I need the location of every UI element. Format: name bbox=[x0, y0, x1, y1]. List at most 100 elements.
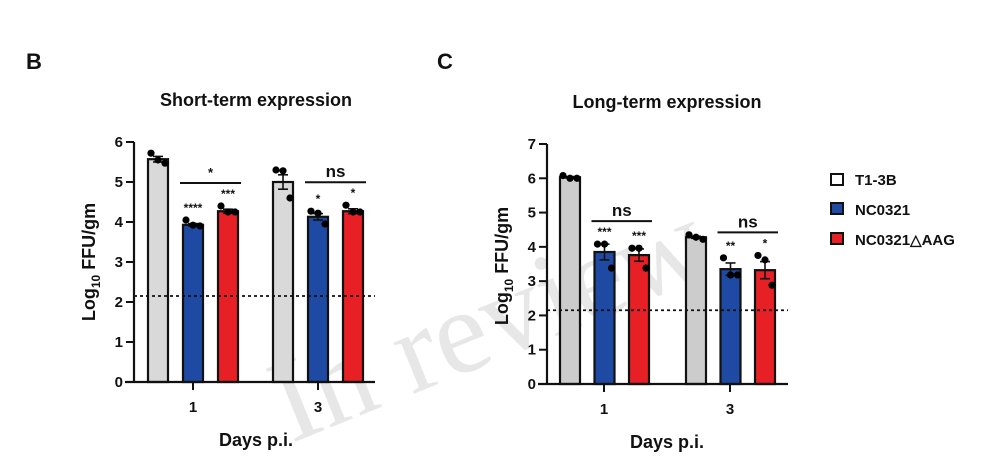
data-point bbox=[754, 251, 762, 260]
y-tick-label: 6 bbox=[528, 170, 536, 187]
data-point bbox=[154, 156, 162, 164]
data-point bbox=[189, 221, 197, 229]
y-tick-label: 4 bbox=[115, 214, 124, 231]
legend-swatch bbox=[830, 232, 844, 245]
comparison-label: ns bbox=[612, 201, 632, 220]
legend-swatch bbox=[830, 173, 844, 186]
y-tick-label: 7 bbox=[528, 136, 536, 153]
data-point bbox=[182, 216, 190, 224]
data-point bbox=[559, 171, 567, 180]
data-point bbox=[286, 194, 294, 202]
bar bbox=[181, 223, 205, 384]
significance-label: ** bbox=[726, 239, 736, 253]
data-point bbox=[628, 244, 636, 252]
data-point bbox=[600, 240, 609, 248]
data-point bbox=[699, 235, 707, 243]
legend-swatch bbox=[830, 202, 844, 215]
data-point bbox=[161, 159, 169, 167]
x-axis-label: Days p.i. bbox=[630, 432, 704, 452]
data-point bbox=[635, 244, 643, 252]
y-tick-label: 0 bbox=[115, 374, 123, 391]
y-axis-label-rest: FFU/gm bbox=[79, 203, 99, 275]
y-axis-label: Log10 FFU/gm bbox=[492, 207, 516, 325]
data-point bbox=[231, 208, 239, 216]
y-tick-label: 5 bbox=[528, 205, 536, 222]
bar bbox=[558, 176, 582, 386]
significance-label: * bbox=[763, 236, 768, 250]
y-axis-label-sub: 10 bbox=[89, 275, 103, 289]
significance-label: *** bbox=[597, 225, 611, 239]
y-axis-label-main: Log bbox=[492, 292, 512, 325]
panel-c: C Long-term expression Days p.i. Log10 F… bbox=[437, 49, 788, 452]
data-point bbox=[566, 174, 574, 182]
bar bbox=[306, 215, 330, 384]
x-tick-label: 3 bbox=[314, 399, 322, 416]
bar bbox=[593, 250, 616, 386]
y-tick-label: 3 bbox=[115, 254, 123, 271]
data-point bbox=[356, 208, 364, 216]
data-point bbox=[685, 231, 693, 239]
data-point bbox=[692, 233, 700, 241]
data-point bbox=[314, 209, 322, 217]
y-tick-label: 2 bbox=[115, 294, 123, 311]
bar bbox=[271, 180, 295, 384]
legend-item-nc0321: NC0321 bbox=[830, 202, 910, 219]
legend-label: T1-3B bbox=[855, 172, 897, 189]
data-point bbox=[342, 201, 350, 209]
legend: T1-3B NC0321 NC0321△AAG bbox=[830, 172, 955, 249]
data-point bbox=[147, 149, 155, 157]
legend-label: NC0321△AAG bbox=[855, 232, 955, 249]
data-point bbox=[768, 281, 776, 289]
data-point bbox=[607, 264, 616, 272]
panel-label: C bbox=[437, 49, 453, 74]
data-point bbox=[642, 264, 650, 272]
panel-b: B Short-term expression Days p.i. Log10 … bbox=[26, 49, 375, 450]
data-point bbox=[196, 222, 204, 230]
significance-label: *** bbox=[221, 187, 235, 201]
data-point bbox=[321, 220, 329, 228]
y-axis-label-sub: 10 bbox=[502, 279, 516, 293]
comparison-label: * bbox=[208, 165, 214, 180]
x-tick-label: 1 bbox=[189, 399, 197, 416]
data-point bbox=[307, 207, 315, 215]
x-tick-label: 3 bbox=[726, 401, 734, 418]
legend-item-nc0321-aag: NC0321△AAG bbox=[830, 232, 955, 249]
y-tick-label: 1 bbox=[528, 342, 536, 359]
x-tick-label: 1 bbox=[600, 401, 608, 418]
comparison-label: ns bbox=[326, 162, 346, 181]
data-point bbox=[719, 254, 728, 262]
x-axis-label: Days p.i. bbox=[219, 430, 293, 450]
y-tick-label: 2 bbox=[528, 307, 536, 324]
data-point bbox=[217, 202, 225, 210]
y-tick-label: 4 bbox=[528, 239, 537, 256]
significance-label: **** bbox=[184, 201, 203, 215]
data-point bbox=[761, 256, 769, 264]
comparison-label: ns bbox=[738, 212, 758, 231]
data-point bbox=[224, 208, 232, 216]
significance-label: * bbox=[351, 186, 356, 200]
y-tick-label: 3 bbox=[528, 273, 536, 290]
y-axis-label-rest: FFU/gm bbox=[492, 207, 512, 279]
legend-item-t1-3b: T1-3B bbox=[830, 172, 897, 189]
data-point bbox=[733, 271, 742, 279]
bar bbox=[146, 158, 170, 384]
y-axis-label: Log10 FFU/gm bbox=[79, 203, 103, 321]
panel-label: B bbox=[26, 49, 42, 74]
y-tick-label: 0 bbox=[528, 376, 536, 393]
significance-label: * bbox=[316, 192, 321, 206]
data-point bbox=[726, 271, 735, 279]
y-axis-label-main: Log bbox=[79, 288, 99, 321]
data-point bbox=[272, 166, 280, 174]
chart-title: Long-term expression bbox=[572, 92, 761, 112]
data-point bbox=[349, 208, 357, 216]
y-tick-label: 1 bbox=[115, 334, 123, 351]
data-point bbox=[573, 174, 581, 182]
bar bbox=[627, 253, 651, 386]
significance-label: *** bbox=[632, 229, 646, 243]
chart-title: Short-term expression bbox=[160, 90, 352, 110]
legend-label: NC0321 bbox=[855, 202, 910, 219]
y-tick-label: 5 bbox=[115, 174, 123, 191]
data-point bbox=[593, 240, 602, 248]
